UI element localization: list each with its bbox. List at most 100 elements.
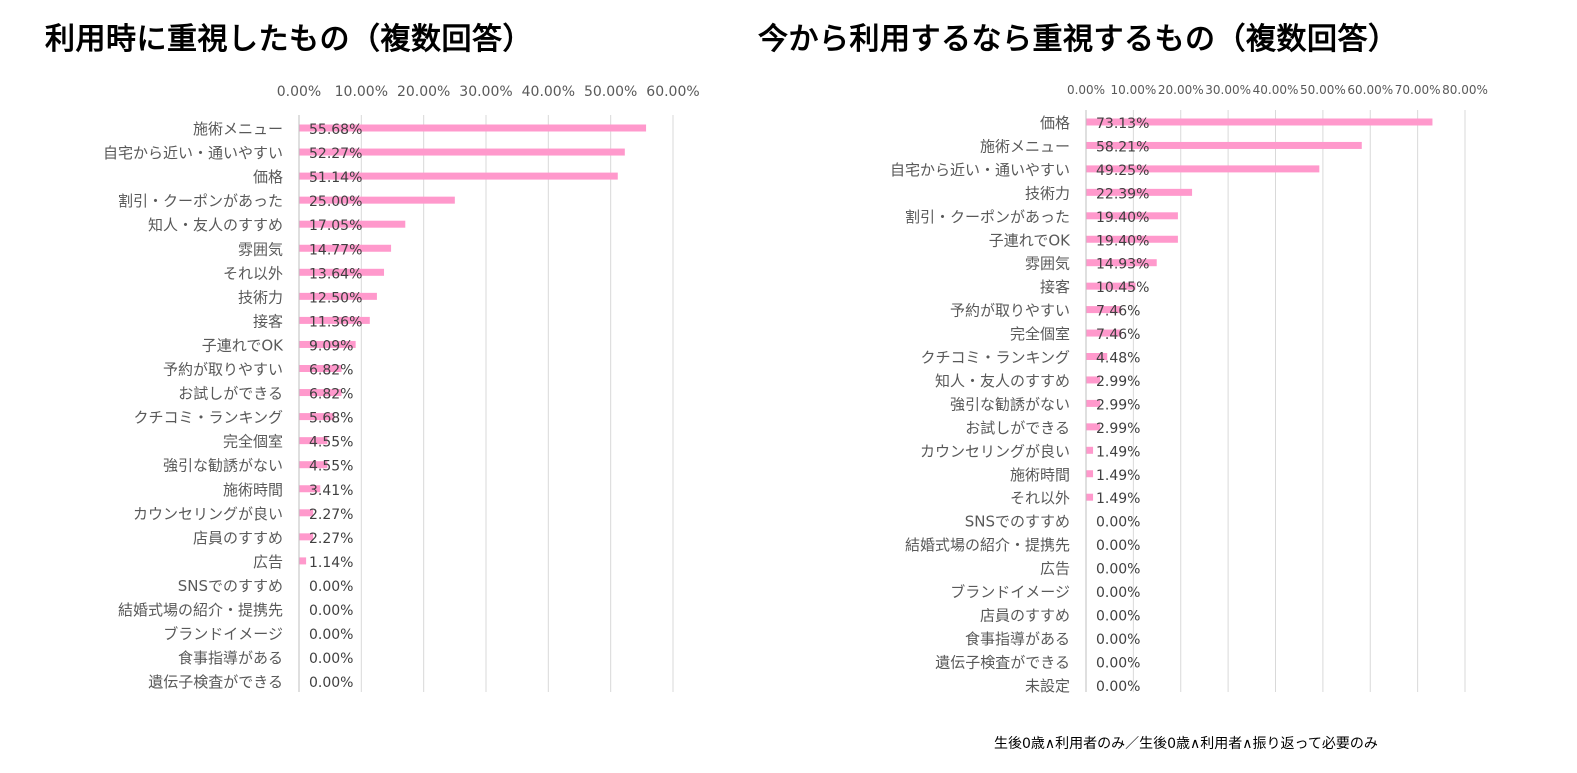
x-tick-label: 60.00% <box>1347 83 1393 97</box>
bar <box>299 268 385 276</box>
category-label: 施術メニュー <box>193 120 283 138</box>
bar <box>299 389 342 397</box>
data-label: 0.00% <box>309 603 353 619</box>
category-label: 子連れでOK <box>989 231 1071 249</box>
data-label: 5.68% <box>309 411 353 427</box>
data-label: 0.00% <box>1096 585 1140 601</box>
category-label: 予約が取りやすい <box>950 302 1070 320</box>
data-label: 0.00% <box>309 651 353 667</box>
data-label: 55.68% <box>309 122 362 138</box>
category-label: 食事指導がある <box>178 649 283 667</box>
data-label: 0.00% <box>309 627 353 643</box>
data-label: 4.55% <box>309 459 353 475</box>
category-label: 食事指導がある <box>965 630 1070 648</box>
data-label: 1.49% <box>1096 444 1140 460</box>
bar <box>299 316 370 324</box>
data-label: 4.55% <box>309 435 353 451</box>
data-label: 0.00% <box>1096 655 1140 671</box>
x-tick-label: 50.00% <box>584 84 637 100</box>
category-label: 完全個室 <box>223 433 283 451</box>
category-label: クチコミ・ランキング <box>133 409 283 427</box>
data-label: 14.77% <box>309 242 362 258</box>
bar <box>299 340 356 348</box>
category-label: 強引な勧誘がない <box>163 457 283 475</box>
bar <box>1086 329 1122 337</box>
data-label: 1.49% <box>1096 468 1140 484</box>
category-label: 施術時間 <box>223 481 283 499</box>
data-label: 0.00% <box>309 675 353 691</box>
data-label: 17.05% <box>309 218 362 234</box>
data-label: 73.13% <box>1096 116 1149 132</box>
data-label: 58.21% <box>1096 139 1149 155</box>
data-label: 52.27% <box>309 146 362 162</box>
data-label: 12.50% <box>309 290 362 306</box>
data-label: 13.64% <box>309 266 362 282</box>
category-label: お試しができる <box>965 419 1070 437</box>
category-label: 強引な勧誘がない <box>950 395 1070 413</box>
bar <box>1086 399 1101 407</box>
category-label: 接客 <box>1040 278 1070 296</box>
category-label: 雰囲気 <box>238 240 283 258</box>
data-label: 2.27% <box>309 507 353 523</box>
category-label: 結婚式場の紹介・提携先 <box>118 601 283 619</box>
bar <box>1086 306 1122 314</box>
bar <box>299 172 618 180</box>
category-label: それ以外 <box>1010 489 1070 507</box>
category-label: 施術時間 <box>1010 466 1070 484</box>
category-label: 知人・友人のすすめ <box>935 372 1070 390</box>
data-label: 11.36% <box>309 314 362 330</box>
x-tick-label: 20.00% <box>397 84 450 100</box>
data-label: 19.40% <box>1096 233 1149 249</box>
data-label: 49.25% <box>1096 163 1149 179</box>
x-tick-label: 10.00% <box>335 84 388 100</box>
x-tick-label: 30.00% <box>1205 83 1251 97</box>
data-label: 0.00% <box>1096 538 1140 554</box>
x-tick-label: 30.00% <box>459 84 512 100</box>
data-label: 2.99% <box>1096 397 1140 413</box>
category-label: 遺伝子検査ができる <box>935 653 1070 671</box>
x-tick-label: 10.00% <box>1110 83 1156 97</box>
data-label: 6.82% <box>309 363 353 379</box>
category-label: 未設定 <box>1025 677 1070 695</box>
category-label: それ以外 <box>223 264 283 282</box>
x-tick-label: 50.00% <box>1300 83 1346 97</box>
bar <box>299 413 335 421</box>
category-label: 割引・クーポンがあった <box>118 192 283 210</box>
x-tick-label: 40.00% <box>1253 83 1299 97</box>
category-label: 子連れでOK <box>202 336 284 354</box>
bar <box>299 124 647 132</box>
data-label: 1.49% <box>1096 491 1140 507</box>
bar <box>1086 165 1320 173</box>
x-tick-label: 40.00% <box>522 84 575 100</box>
bar <box>1086 493 1094 501</box>
category-label: 技術力 <box>1025 184 1070 202</box>
bar <box>1086 353 1108 360</box>
x-tick-label: 80.00% <box>1442 83 1488 97</box>
bar <box>299 437 328 445</box>
category-label: 店員のすすめ <box>980 606 1070 624</box>
category-label: 雰囲気 <box>1025 255 1070 273</box>
data-label: 6.82% <box>309 387 353 403</box>
bar <box>299 292 377 300</box>
bar <box>299 485 321 493</box>
category-label: 技術力 <box>238 288 283 306</box>
bar <box>1086 259 1157 267</box>
bar <box>299 533 314 541</box>
bar <box>299 557 307 565</box>
category-label: 完全個室 <box>1010 325 1070 343</box>
data-label: 14.93% <box>1096 257 1149 273</box>
data-label: 0.00% <box>309 579 353 595</box>
bar <box>299 148 625 156</box>
category-label: 価格 <box>1040 114 1070 132</box>
bar <box>299 244 392 252</box>
category-label: 価格 <box>253 168 283 186</box>
category-label: 広告 <box>1040 560 1070 578</box>
x-tick-label: 60.00% <box>646 84 699 100</box>
bar <box>1086 446 1094 454</box>
bar <box>1086 470 1094 478</box>
data-label: 2.99% <box>1096 374 1140 390</box>
category-label: SNSでのすすめ <box>178 577 283 595</box>
bar <box>1086 212 1178 220</box>
data-label: 1.14% <box>309 555 353 571</box>
